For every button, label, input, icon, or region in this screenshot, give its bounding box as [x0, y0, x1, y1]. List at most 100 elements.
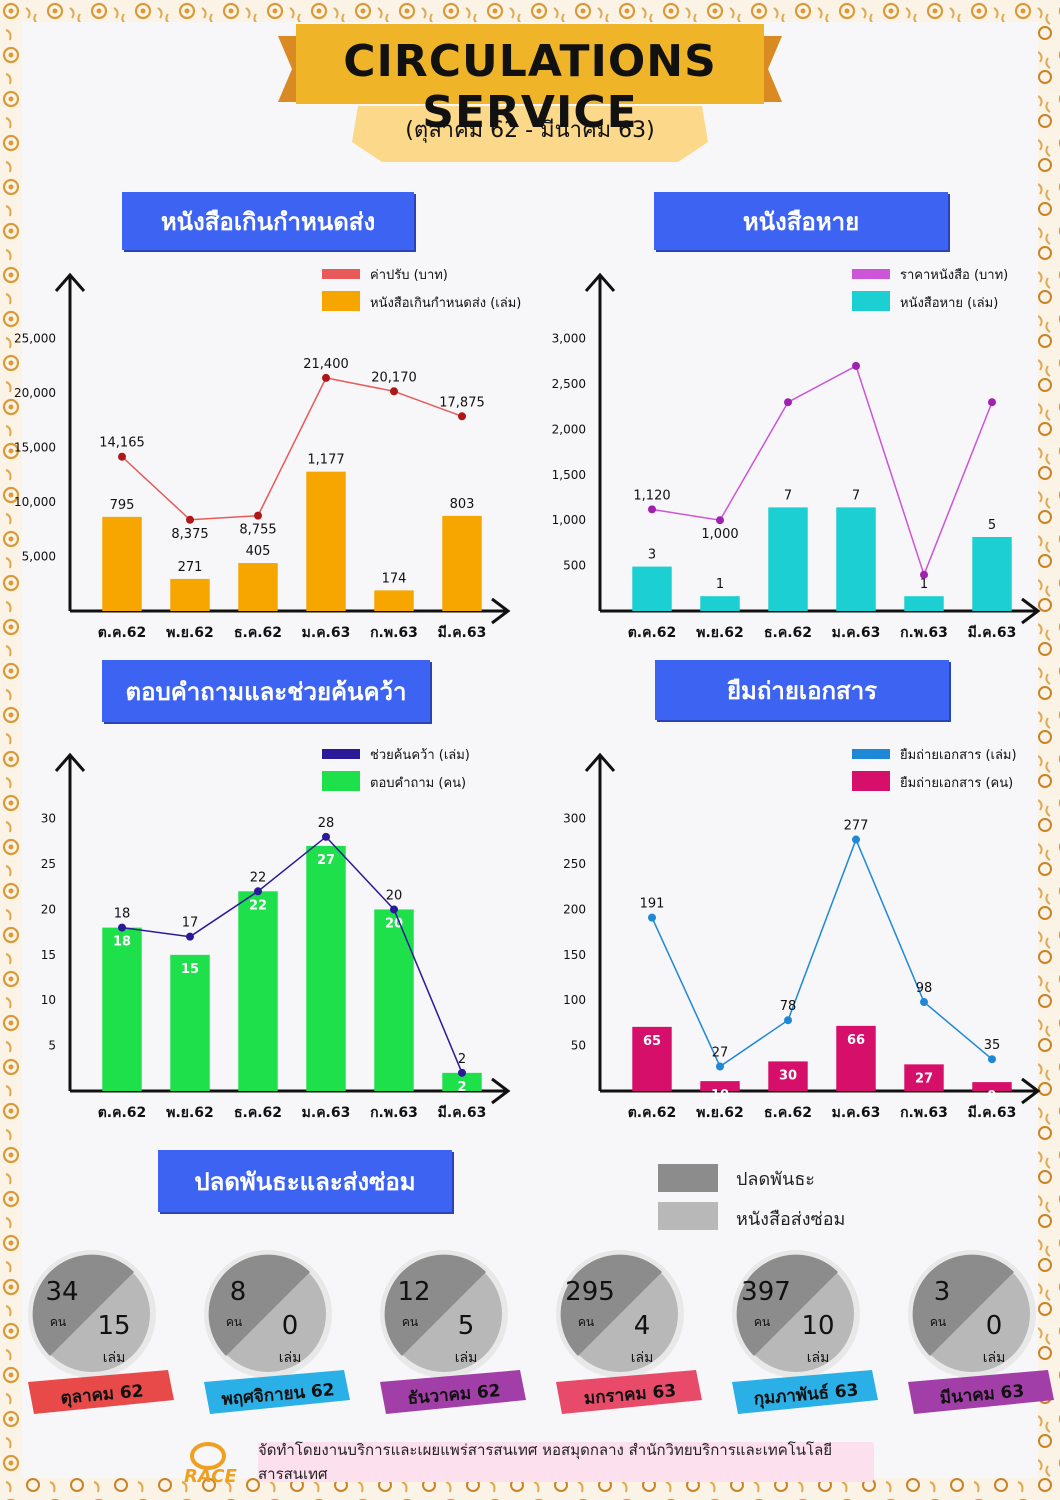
x-tick-label: ธ.ค.62 — [234, 1105, 282, 1121]
bar — [170, 954, 210, 1091]
legend-bar-swatch — [852, 291, 890, 311]
x-tick-label: พ.ย.62 — [166, 625, 214, 641]
x-tick-label: มี.ค.63 — [968, 1105, 1017, 1121]
line-point — [648, 505, 656, 514]
y-tick-label: 15 — [41, 948, 56, 962]
line-label: 17,875 — [439, 395, 485, 410]
section-title-clearance: ปลดพันธะและส่งซ่อม — [158, 1150, 452, 1212]
bar-label: 2 — [457, 1080, 466, 1095]
title-banner — [278, 24, 782, 162]
bar — [972, 1082, 1012, 1091]
line-label: 191 — [640, 897, 665, 912]
legend-line-label: ค่าปรับ (บาท) — [370, 268, 448, 283]
unit-book: เล่ม — [983, 1350, 1006, 1366]
x-tick-label: ม.ค.63 — [832, 1105, 881, 1121]
y-tick-label: 150 — [563, 948, 586, 962]
section-title-overdue: หนังสือเกินกำหนดส่ง — [122, 192, 414, 250]
line-point — [920, 570, 928, 579]
y-tick-label: 25,000 — [14, 332, 56, 346]
y-tick-label: 250 — [563, 857, 586, 871]
clear-count: 295 — [565, 1277, 615, 1307]
bar-label: 7 — [784, 488, 792, 503]
bar-label: 271 — [178, 560, 203, 575]
bar — [632, 566, 672, 611]
series-line — [121, 377, 463, 521]
month-ribbon — [908, 1370, 1054, 1414]
month-ribbon — [732, 1370, 878, 1414]
line-label: 20 — [386, 888, 403, 903]
line-point — [118, 923, 126, 932]
unit-book: เล่ม — [455, 1350, 478, 1366]
line-point — [852, 361, 860, 370]
bar — [102, 516, 142, 611]
clear-count: 34 — [45, 1277, 78, 1307]
x-axis — [70, 1077, 511, 1105]
legend-line-swatch — [852, 269, 890, 279]
x-axis — [600, 1077, 1041, 1105]
legend-line-swatch — [852, 749, 890, 759]
y-axis — [584, 272, 616, 611]
clear-count: 8 — [230, 1277, 247, 1307]
y-tick-label: 2,000 — [552, 422, 586, 436]
x-tick-label: มี.ค.63 — [438, 625, 487, 641]
line-point — [118, 452, 126, 461]
section-title-lost: หนังสือหาย — [654, 192, 948, 250]
clear-count: 3 — [934, 1277, 951, 1307]
y-tick-label: 5,000 — [22, 550, 56, 564]
bar — [700, 1081, 740, 1091]
bar-label: 7 — [852, 488, 860, 503]
y-tick-label: 50 — [571, 1039, 586, 1053]
bar — [768, 1061, 808, 1091]
y-tick-label: 15,000 — [14, 441, 56, 455]
x-tick-label: ธ.ค.62 — [234, 625, 282, 641]
unit-person: คน — [402, 1315, 418, 1329]
series-line — [121, 835, 463, 1074]
page-subtitle: (ตุลาคม 62 - มีนาคม 63) — [405, 118, 655, 143]
line-label: 22 — [250, 870, 267, 885]
bar — [306, 471, 346, 611]
race-logo: RACE — [184, 1442, 237, 1486]
unit-book: เล่ม — [103, 1350, 126, 1366]
section-title-copy: ยืมถ่ายเอกสาร — [655, 660, 949, 720]
y-tick-label: 30 — [41, 812, 56, 826]
x-tick-label: มี.ค.63 — [968, 625, 1017, 641]
y-tick-label: 1,000 — [552, 513, 586, 527]
bar — [836, 507, 876, 611]
clear-count: 12 — [397, 1277, 430, 1307]
x-tick-label: ม.ค.63 — [302, 1105, 351, 1121]
x-tick-label: พ.ย.62 — [696, 625, 744, 641]
repair-count: 4 — [634, 1311, 651, 1341]
footer-credit: จัดทำโดยงานบริการและเผยแพร่สารสนเทศ หอสม… — [258, 1441, 874, 1483]
bar — [238, 563, 278, 611]
x-tick-label: ม.ค.63 — [832, 625, 881, 641]
chart-copy: 50 100 150 200 250 300 ต.ค.62 พ.ย.62 ธ.ค.62 ม.ค.6… — [563, 747, 1041, 1121]
bar-label: 1 — [716, 577, 724, 592]
bar-label: 22 — [249, 898, 267, 913]
bar — [836, 1025, 876, 1091]
legend-repair-swatch — [658, 1202, 718, 1230]
repair-count: 10 — [801, 1311, 834, 1341]
y-tick-label: 500 — [563, 559, 586, 573]
x-tick-label: ม.ค.63 — [302, 625, 351, 641]
line-point — [784, 398, 792, 407]
line-label: 18 — [114, 907, 131, 922]
line-label: 277 — [844, 819, 869, 834]
unit-book: เล่ม — [807, 1350, 830, 1366]
legend-bar-label: ตอบคำถาม (คน) — [370, 776, 466, 791]
y-tick-label: 10,000 — [14, 495, 56, 509]
bar-label: 18 — [113, 935, 131, 950]
x-tick-label: ต.ค.62 — [628, 1105, 677, 1121]
legend-bar-label: ยืมถ่ายเอกสาร (คน) — [900, 775, 1014, 791]
bar — [632, 1026, 672, 1091]
bar — [972, 537, 1012, 611]
line-label: 35 — [984, 1038, 1001, 1053]
bar — [904, 596, 944, 611]
unit-person: คน — [578, 1315, 594, 1329]
bar-label: 803 — [450, 497, 475, 512]
y-tick-label: 1,500 — [552, 468, 586, 482]
x-tick-label: ก.พ.63 — [900, 625, 948, 641]
line-point — [852, 835, 860, 844]
series-line — [651, 364, 993, 577]
